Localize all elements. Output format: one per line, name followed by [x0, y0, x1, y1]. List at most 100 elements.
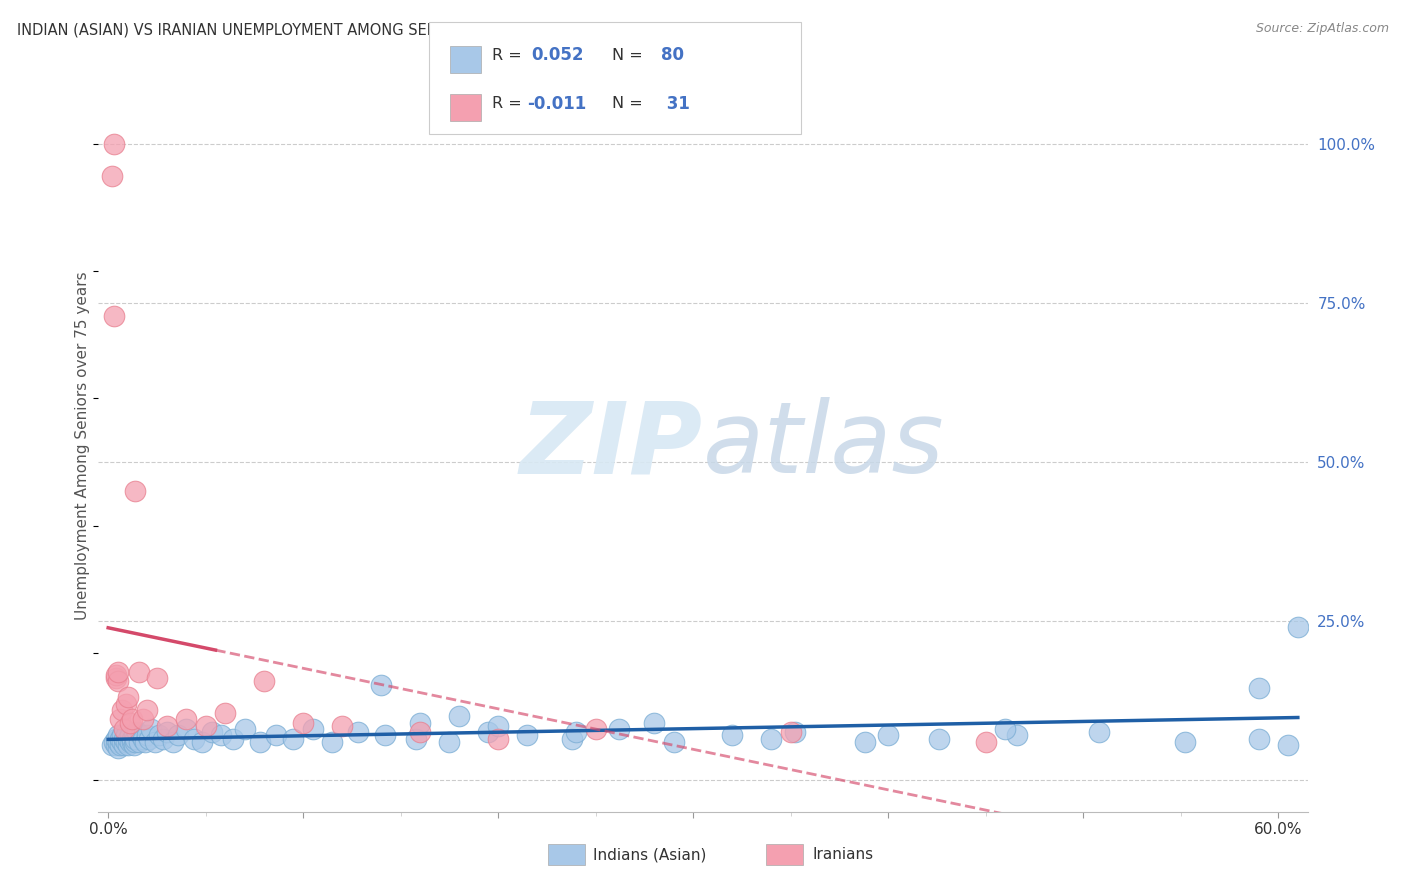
Point [117, 731, 139, 746]
Point [136, 703, 159, 717]
Point [191, 735, 214, 749]
Point [486, 719, 509, 733]
Point [111, 728, 134, 742]
Text: R =: R = [492, 96, 527, 112]
Text: R =: R = [492, 48, 527, 63]
Point [853, 735, 876, 749]
Point [131, 728, 153, 742]
Point [994, 722, 1017, 736]
Point [1277, 738, 1299, 752]
Point [103, 136, 125, 151]
Point [209, 728, 232, 742]
Point [111, 735, 134, 749]
Point [233, 722, 256, 736]
Point [370, 677, 392, 691]
Point [449, 709, 471, 723]
Point [103, 309, 125, 323]
Point [585, 722, 607, 736]
Point [118, 728, 141, 742]
Point [330, 719, 353, 733]
Point [146, 671, 169, 685]
Point [121, 713, 143, 727]
Point [222, 731, 245, 746]
Text: ZIP: ZIP [520, 398, 703, 494]
Point [117, 690, 139, 705]
Point [127, 725, 149, 739]
Point [103, 735, 125, 749]
Point [321, 735, 343, 749]
Point [214, 706, 236, 720]
Point [1174, 735, 1197, 749]
Point [136, 728, 159, 742]
Point [162, 735, 184, 749]
Point [101, 738, 124, 752]
Point [783, 725, 806, 739]
Point [128, 665, 150, 679]
Y-axis label: Unemployment Among Seniors over 75 years: Unemployment Among Seniors over 75 years [75, 272, 90, 620]
Point [139, 722, 162, 736]
Text: Iranians: Iranians [813, 847, 873, 862]
Point [194, 719, 217, 733]
Text: 80: 80 [661, 46, 683, 64]
Point [516, 728, 538, 742]
Point [643, 715, 665, 730]
Text: Source: ZipAtlas.com: Source: ZipAtlas.com [1256, 22, 1389, 36]
Point [108, 713, 131, 727]
Point [283, 731, 305, 746]
Point [107, 728, 129, 742]
Text: N =: N = [612, 96, 643, 112]
Point [302, 722, 325, 736]
Point [124, 731, 146, 746]
Text: Indians (Asian): Indians (Asian) [593, 847, 707, 862]
Point [118, 715, 141, 730]
Point [132, 713, 155, 727]
Text: 31: 31 [661, 95, 690, 112]
Point [132, 731, 155, 746]
Point [292, 715, 315, 730]
Point [928, 731, 950, 746]
Point [721, 728, 744, 742]
Point [101, 169, 124, 183]
Point [565, 725, 588, 739]
Point [1088, 725, 1111, 739]
Point [779, 725, 801, 739]
Point [174, 713, 197, 727]
Point [134, 735, 156, 749]
Point [1286, 620, 1309, 634]
Point [174, 722, 197, 736]
Point [128, 735, 150, 749]
Point [561, 731, 583, 746]
Point [346, 725, 368, 739]
Point [1247, 681, 1270, 695]
Point [138, 731, 160, 746]
Point [183, 731, 205, 746]
Text: atlas: atlas [703, 398, 945, 494]
Point [974, 735, 997, 749]
Point [124, 735, 146, 749]
Point [156, 719, 179, 733]
Point [121, 731, 143, 746]
Point [122, 738, 145, 752]
Point [253, 674, 276, 689]
Point [761, 731, 783, 746]
Point [405, 731, 427, 746]
Point [264, 728, 287, 742]
Point [117, 738, 139, 752]
Point [167, 728, 190, 742]
Point [111, 703, 134, 717]
Point [107, 735, 129, 749]
Point [107, 665, 129, 679]
Point [118, 735, 141, 749]
Point [124, 483, 146, 498]
Point [1005, 728, 1028, 742]
Point [156, 725, 179, 739]
Point [104, 671, 127, 685]
Point [107, 674, 129, 689]
Point [477, 725, 499, 739]
Point [107, 741, 129, 756]
Point [249, 735, 271, 749]
Point [122, 728, 145, 742]
Point [108, 731, 131, 746]
Text: N =: N = [612, 48, 643, 63]
Point [200, 725, 222, 739]
